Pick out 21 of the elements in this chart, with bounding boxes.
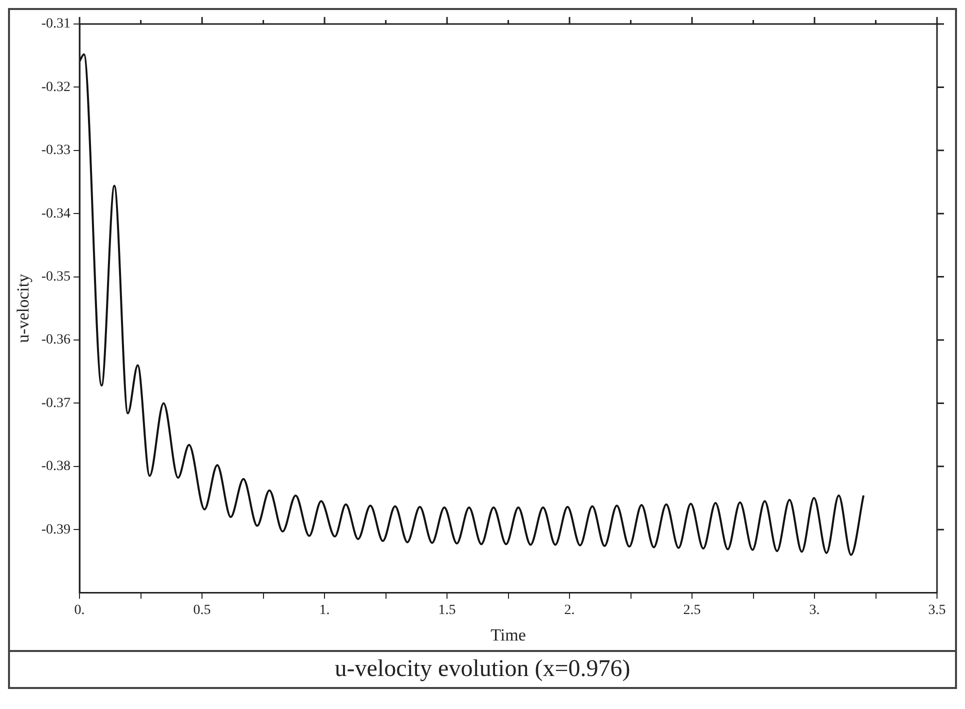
x-tick-label: 1. [319,602,330,618]
x-tick-label: 3. [809,602,820,618]
x-tick-label: 2. [564,602,575,618]
line-series [80,53,865,556]
y-tick-label: -0.35 [41,269,71,284]
y-tick-label: -0.38 [41,459,71,474]
y-tick-label: -0.31 [41,16,71,32]
y-tick-label: -0.37 [41,396,71,411]
x-tick-label: 0. [74,602,85,618]
y-tick-label: -0.39 [41,522,71,538]
y-tick-label: -0.33 [41,143,71,158]
y-tick-label: -0.34 [41,206,71,222]
x-tick-label: 0.5 [193,602,211,618]
x-axis-title: Time [490,625,526,644]
x-tick-label: 3.5 [928,602,946,618]
text: u-velocity evolution (x=0.976) [10,650,955,687]
y-tick-label: -0.32 [41,80,71,95]
y-axis-title: u-velocity [14,273,33,343]
x-tick-label: 2.5 [683,602,701,618]
x-tick-label: 1.5 [438,602,456,618]
y-tick-label: -0.36 [41,332,71,348]
